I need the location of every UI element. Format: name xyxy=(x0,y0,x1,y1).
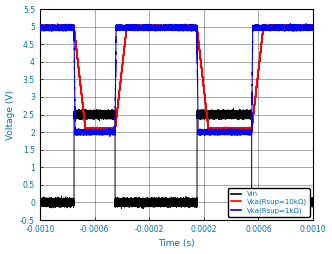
Text: ©2001: ©2001 xyxy=(291,213,310,218)
Legend: Vin, Vka(Rsup=10kΩ), Vka(Rsup=1kΩ): Vin, Vka(Rsup=10kΩ), Vka(Rsup=1kΩ) xyxy=(228,188,310,217)
X-axis label: Time (s): Time (s) xyxy=(158,240,195,248)
Y-axis label: Voltage (V): Voltage (V) xyxy=(6,90,15,139)
